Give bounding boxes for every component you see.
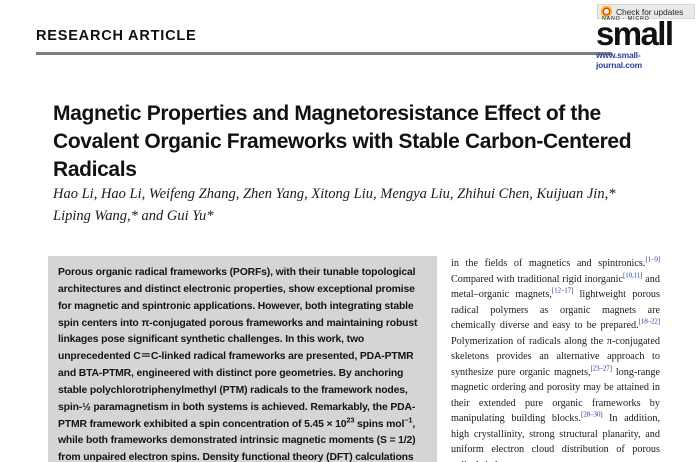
author-list: Hao Li, Hao Li, Weifeng Zhang, Zhen Yang… <box>53 186 616 224</box>
abstract-panel: Porous organic radical frameworks (PORFs… <box>48 256 437 462</box>
journal-logo: NANO · MICRO small www.small-journal.com <box>596 16 678 70</box>
page-title: Magnetic Properties and Magnetoresistanc… <box>53 102 632 181</box>
body-seg-3: and metal–organic magnets, <box>451 273 660 301</box>
citation-link-1[interactable]: [1–9] <box>645 256 660 264</box>
abstract-inverse-exponent: −1 <box>404 415 413 425</box>
citation-link-3[interactable]: [12–17] <box>551 286 574 295</box>
header-divider <box>36 52 612 55</box>
citation-link-2[interactable]: [10,11] <box>622 271 643 280</box>
journal-url[interactable]: www.small-journal.com <box>596 50 642 71</box>
journal-kicker: NANO · MICRO <box>602 16 650 22</box>
abstract-part-2: spins mol <box>354 418 405 430</box>
body-seg-6: long-range magnetic ordering and porosit… <box>451 366 660 425</box>
abstract-part-1: Porous organic radical frameworks (PORFs… <box>58 267 418 430</box>
body-column: in the fields of magnetics and spintroni… <box>451 256 660 462</box>
citation-link-5[interactable]: [23–27] <box>590 364 612 373</box>
citation-link-4[interactable]: [18–22] <box>638 317 660 326</box>
body-seg-5: Polymerization of radicals along the π-c… <box>451 335 660 378</box>
abstract-exponent: 23 <box>346 415 355 425</box>
body-seg-1: in the fields of magnetics and spintroni… <box>451 258 646 269</box>
body-seg-7: In addition, high crystallinity, strong … <box>451 413 660 462</box>
check-for-updates-badge[interactable]: Check for updates <box>597 4 695 19</box>
abstract-part-3: , while both frameworks demonstrated int… <box>58 418 416 462</box>
journal-name: small <box>596 15 674 52</box>
check-for-updates-label: Check for updates <box>616 6 684 17</box>
body-seg-2: Compared with traditional rigid inorgani… <box>451 273 623 285</box>
body-seg-4: lightweight porous radical polymers as o… <box>451 289 660 331</box>
body-paragraph: in the fields of magnetics and spintroni… <box>451 256 660 462</box>
citation-link-6[interactable]: [28–30] <box>581 410 603 419</box>
abstract-text: Porous organic radical frameworks (PORFs… <box>58 265 427 462</box>
crossmark-icon <box>601 6 612 17</box>
running-head: RESEARCH ARTICLE <box>36 28 197 44</box>
